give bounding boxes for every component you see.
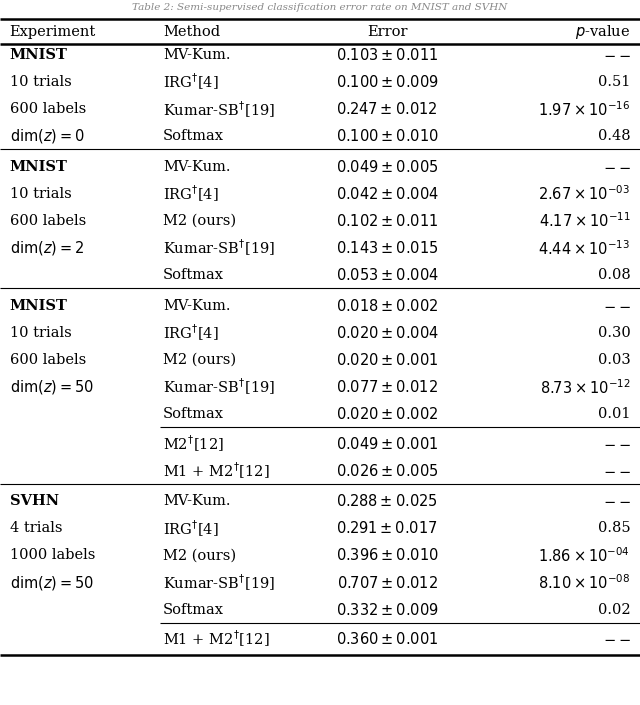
Text: MV-Kum.: MV-Kum. (163, 494, 230, 508)
Text: $0.100 \pm 0.009$: $0.100 \pm 0.009$ (336, 74, 438, 90)
Text: $0.100 \pm 0.010$: $0.100 \pm 0.010$ (336, 128, 438, 145)
Text: $4.17 \times 10^{-11}$: $4.17 \times 10^{-11}$ (538, 212, 630, 231)
Text: Experiment: Experiment (10, 25, 96, 39)
Text: 600 labels: 600 labels (10, 102, 86, 116)
Text: 4 trials: 4 trials (10, 522, 62, 535)
Text: 0.30: 0.30 (598, 326, 630, 340)
Text: 600 labels: 600 labels (10, 214, 86, 228)
Text: $--$: $--$ (602, 494, 630, 508)
Text: Softmax: Softmax (163, 603, 224, 617)
Text: $--$: $--$ (602, 299, 630, 313)
Text: $1.97 \times 10^{-16}$: $1.97 \times 10^{-16}$ (538, 100, 630, 118)
Text: $--$: $--$ (602, 436, 630, 450)
Text: $\dim(z) = 0$: $\dim(z) = 0$ (10, 128, 84, 145)
Text: Softmax: Softmax (163, 269, 224, 283)
Text: 0.02: 0.02 (598, 603, 630, 617)
Text: M1 + M2$^{\dagger}$[12]: M1 + M2$^{\dagger}$[12] (163, 460, 270, 481)
Text: $0.042 \pm 0.004$: $0.042 \pm 0.004$ (336, 186, 438, 202)
Text: $0.143 \pm 0.015$: $0.143 \pm 0.015$ (336, 240, 438, 256)
Text: IRG$^{\dagger}$[4]: IRG$^{\dagger}$[4] (163, 323, 219, 343)
Text: MNIST: MNIST (10, 299, 67, 313)
Text: MV-Kum.: MV-Kum. (163, 48, 230, 62)
Text: $1.86 \times 10^{-04}$: $1.86 \times 10^{-04}$ (538, 546, 630, 565)
Text: $4.44 \times 10^{-13}$: $4.44 \times 10^{-13}$ (538, 239, 630, 257)
Text: 0.48: 0.48 (598, 130, 630, 143)
Text: $0.018 \pm 0.002$: $0.018 \pm 0.002$ (336, 298, 438, 314)
Text: Kumar-SB$^{\dagger}$[19]: Kumar-SB$^{\dagger}$[19] (163, 99, 275, 120)
Text: 0.03: 0.03 (598, 353, 630, 367)
Text: 0.01: 0.01 (598, 407, 630, 422)
Text: $\dim(z) = 2$: $\dim(z) = 2$ (10, 239, 84, 257)
Text: $0.020 \pm 0.004$: $0.020 \pm 0.004$ (336, 325, 438, 341)
Text: $--$: $--$ (602, 632, 630, 646)
Text: $0.102 \pm 0.011$: $0.102 \pm 0.011$ (336, 213, 438, 229)
Text: IRG$^{\dagger}$[4]: IRG$^{\dagger}$[4] (163, 518, 219, 539)
Text: Softmax: Softmax (163, 130, 224, 143)
Text: Kumar-SB$^{\dagger}$[19]: Kumar-SB$^{\dagger}$[19] (163, 377, 275, 398)
Text: 0.85: 0.85 (598, 522, 630, 535)
Text: $0.020 \pm 0.002$: $0.020 \pm 0.002$ (336, 406, 438, 422)
Text: $--$: $--$ (602, 48, 630, 62)
Text: 0.08: 0.08 (598, 269, 630, 283)
Text: $0.053 \pm 0.004$: $0.053 \pm 0.004$ (336, 267, 438, 283)
Text: $0.026 \pm 0.005$: $0.026 \pm 0.005$ (336, 462, 438, 479)
Text: $8.10 \times 10^{-08}$: $8.10 \times 10^{-08}$ (538, 573, 630, 592)
Text: $\dim(z) = 50$: $\dim(z) = 50$ (10, 574, 94, 591)
Text: SVHN: SVHN (10, 494, 59, 508)
Text: 600 labels: 600 labels (10, 353, 86, 367)
Text: M1 + M2$^{\dagger}$[12]: M1 + M2$^{\dagger}$[12] (163, 629, 270, 649)
Text: $0.332 \pm 0.009$: $0.332 \pm 0.009$ (336, 602, 438, 618)
Text: $0.049 \pm 0.005$: $0.049 \pm 0.005$ (336, 159, 438, 175)
Text: MNIST: MNIST (10, 160, 67, 174)
Text: M2 (ours): M2 (ours) (163, 548, 236, 563)
Text: MV-Kum.: MV-Kum. (163, 299, 230, 313)
Text: $0.360 \pm 0.001$: $0.360 \pm 0.001$ (336, 631, 438, 647)
Text: MV-Kum.: MV-Kum. (163, 160, 230, 174)
Text: M2 (ours): M2 (ours) (163, 214, 236, 228)
Text: $0.020 \pm 0.001$: $0.020 \pm 0.001$ (336, 352, 438, 368)
Text: 10 trials: 10 trials (10, 75, 71, 89)
Text: Kumar-SB$^{\dagger}$[19]: Kumar-SB$^{\dagger}$[19] (163, 238, 275, 259)
Text: $--$: $--$ (602, 464, 630, 478)
Text: $0.396 \pm 0.010$: $0.396 \pm 0.010$ (336, 548, 438, 563)
Text: $0.247 \pm 0.012$: $0.247 \pm 0.012$ (337, 102, 438, 117)
Text: $0.077 \pm 0.012$: $0.077 \pm 0.012$ (336, 379, 438, 396)
Text: Table 2: Semi-supervised classification error rate on MNIST and SVHN: Table 2: Semi-supervised classification … (132, 3, 508, 11)
Text: $p$-value: $p$-value (575, 23, 630, 41)
Text: IRG$^{\dagger}$[4]: IRG$^{\dagger}$[4] (163, 72, 219, 92)
Text: 1000 labels: 1000 labels (10, 548, 95, 563)
Text: M2 (ours): M2 (ours) (163, 353, 236, 367)
Text: 0.51: 0.51 (598, 75, 630, 89)
Text: 10 trials: 10 trials (10, 326, 71, 340)
Text: Softmax: Softmax (163, 407, 224, 422)
Text: Error: Error (367, 25, 408, 39)
Text: MNIST: MNIST (10, 48, 67, 62)
Text: $8.73 \times 10^{-12}$: $8.73 \times 10^{-12}$ (540, 378, 630, 397)
Text: $0.049 \pm 0.001$: $0.049 \pm 0.001$ (336, 436, 438, 452)
Text: Method: Method (163, 25, 220, 39)
Text: $--$: $--$ (602, 160, 630, 174)
Text: IRG$^{\dagger}$[4]: IRG$^{\dagger}$[4] (163, 184, 219, 204)
Text: $2.67 \times 10^{-03}$: $2.67 \times 10^{-03}$ (538, 185, 630, 203)
Text: $0.291 \pm 0.017$: $0.291 \pm 0.017$ (337, 520, 438, 537)
Text: $\dim(z) = 50$: $\dim(z) = 50$ (10, 378, 94, 396)
Text: $0.707 \pm 0.012$: $0.707 \pm 0.012$ (337, 575, 438, 591)
Text: M2$^{\dagger}$[12]: M2$^{\dagger}$[12] (163, 434, 224, 454)
Text: $0.288 \pm 0.025$: $0.288 \pm 0.025$ (337, 493, 438, 509)
Text: 10 trials: 10 trials (10, 187, 71, 201)
Text: $0.103 \pm 0.011$: $0.103 \pm 0.011$ (336, 47, 438, 63)
Text: Kumar-SB$^{\dagger}$[19]: Kumar-SB$^{\dagger}$[19] (163, 572, 275, 593)
